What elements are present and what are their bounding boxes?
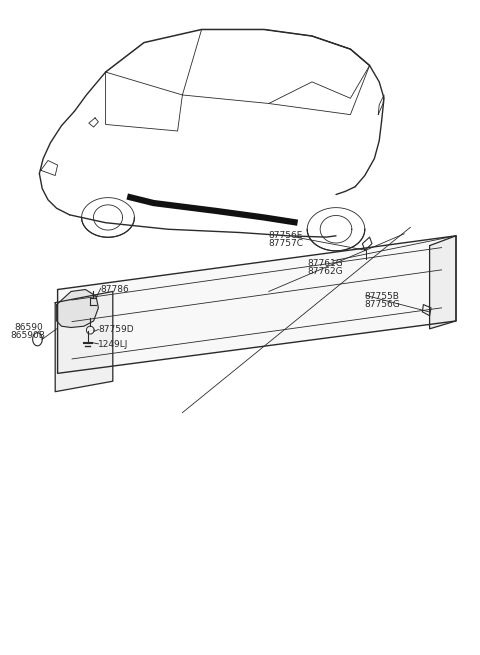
Text: 1249LJ: 1249LJ bbox=[98, 340, 129, 349]
Text: 86590: 86590 bbox=[14, 323, 43, 332]
Polygon shape bbox=[55, 291, 113, 392]
Text: 87756E: 87756E bbox=[269, 231, 303, 240]
Text: 87755B: 87755B bbox=[365, 291, 400, 301]
Polygon shape bbox=[58, 236, 456, 373]
Text: 87757C: 87757C bbox=[269, 239, 304, 248]
Text: 87762G: 87762G bbox=[307, 267, 343, 276]
Text: 87761G: 87761G bbox=[307, 259, 343, 268]
Text: 87759D: 87759D bbox=[98, 325, 134, 334]
Text: 87756G: 87756G bbox=[365, 300, 400, 309]
Polygon shape bbox=[57, 290, 98, 328]
Text: 87786: 87786 bbox=[101, 285, 130, 294]
Polygon shape bbox=[430, 236, 456, 329]
Text: 86590B: 86590B bbox=[11, 331, 46, 340]
